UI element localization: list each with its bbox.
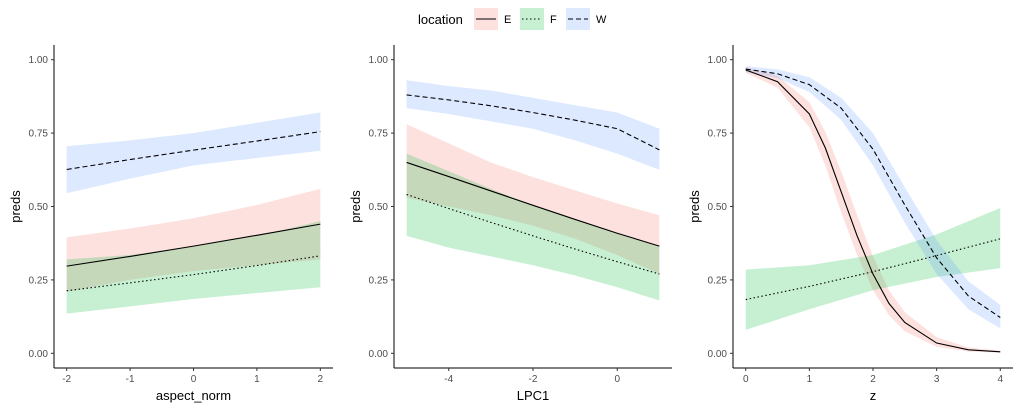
x-tick-label: 1 xyxy=(807,374,813,385)
ribbon-W xyxy=(66,112,321,194)
ribbon-W xyxy=(745,66,1001,329)
y-tick-label: 1.00 xyxy=(369,55,389,66)
y-tick-label: 0.75 xyxy=(708,129,728,140)
panel-2: 0.00 0.25 0.50 0.75 1.00 -4 -2 0 LPC1 preds xyxy=(348,45,672,403)
x-tick-label: 3 xyxy=(934,374,940,385)
y-tick-label: 0.50 xyxy=(29,202,49,213)
x-tick-label: 2 xyxy=(318,374,324,385)
legend-key-fill xyxy=(520,8,544,30)
x-tick-label: 0 xyxy=(191,374,197,385)
x-axis-title: LPC1 xyxy=(517,388,550,403)
line-F xyxy=(406,193,660,275)
line-W xyxy=(745,68,1001,318)
y-tick-label: 0.25 xyxy=(369,275,389,286)
x-tick-label: -4 xyxy=(444,374,453,385)
x-tick-label: -1 xyxy=(126,374,135,385)
y-tick-label: 0.00 xyxy=(708,349,728,360)
line-W xyxy=(66,131,321,171)
line-W xyxy=(406,94,660,151)
line-F xyxy=(66,255,321,292)
y-tick-label: 0.25 xyxy=(708,275,728,286)
x-tick-label: 1 xyxy=(254,374,260,385)
y-tick-label: 0.50 xyxy=(369,202,389,213)
ribbon-F xyxy=(66,221,321,314)
y-tick-label: 0.50 xyxy=(708,202,728,213)
line-E xyxy=(745,69,1001,353)
y-axis-title: preds xyxy=(348,190,363,223)
ribbon-E xyxy=(66,188,321,292)
legend-entry-F: F xyxy=(520,8,557,30)
line-E xyxy=(66,223,321,267)
x-tick-label: -2 xyxy=(529,374,538,385)
panel-3: 0.00 0.25 0.50 0.75 1.00 0 1 2 3 4 z preds xyxy=(687,45,1013,403)
x-tick-label: 4 xyxy=(997,374,1003,385)
x-axis-title: aspect_norm xyxy=(156,388,231,403)
y-tick-label: 1.00 xyxy=(708,55,728,66)
y-tick-label: 0.00 xyxy=(369,349,389,360)
x-tick-label: -2 xyxy=(62,374,71,385)
legend-label: E xyxy=(504,14,511,26)
legend-title: location xyxy=(418,12,463,27)
panel-1: 0.00 0.25 0.50 0.75 1.00 -2 -1 0 1 2 aspect_norm pr… xyxy=(8,45,333,403)
legend-label: W xyxy=(596,14,607,26)
line-E xyxy=(406,161,660,247)
x-tick-label: 0 xyxy=(614,374,620,385)
x-tick-label: 0 xyxy=(743,374,749,385)
y-tick-label: 0.25 xyxy=(29,275,49,286)
ribbon-E xyxy=(406,124,660,275)
x-tick-label: 2 xyxy=(870,374,876,385)
legend: location E F W xyxy=(418,8,607,30)
facet-panels: 0.00 0.25 0.50 0.75 1.00 -2 -1 0 1 2 aspect_norm pr… xyxy=(8,45,1013,403)
y-axis-title: preds xyxy=(8,190,23,223)
x-axis-title: z xyxy=(870,388,877,403)
y-tick-label: 0.75 xyxy=(29,129,49,140)
legend-label: F xyxy=(550,14,557,26)
legend-entry-E: E xyxy=(474,8,511,30)
y-tick-label: 1.00 xyxy=(29,55,49,66)
y-tick-label: 0.75 xyxy=(369,129,389,140)
ribbon-W xyxy=(406,80,660,170)
ribbon-F xyxy=(406,153,660,301)
y-axis-title: preds xyxy=(687,190,702,223)
ribbon-F xyxy=(745,207,1001,330)
legend-entry-W: W xyxy=(566,8,607,30)
y-tick-label: 0.00 xyxy=(29,349,49,360)
